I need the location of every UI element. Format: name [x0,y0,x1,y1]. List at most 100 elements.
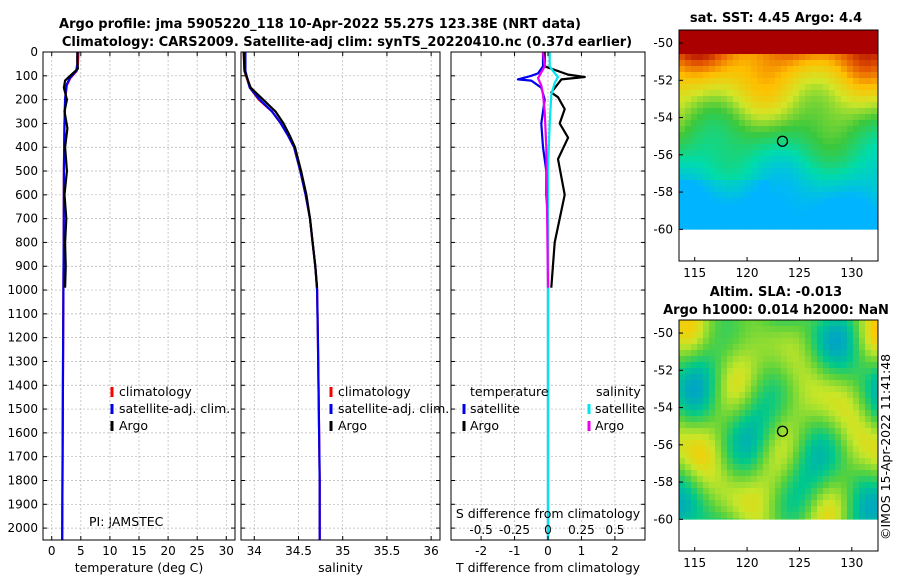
map-cell [703,108,710,115]
map-cell [805,470,812,477]
map-cell [865,42,872,49]
map-cell [757,150,764,157]
map-cell [793,150,800,157]
map-cell [823,500,830,507]
map-cell [715,90,722,97]
map-cell [787,500,794,507]
map-cell [823,174,830,181]
map-cell [691,518,698,520]
map-cell [847,392,854,399]
map-cell [853,482,860,489]
map-cell [835,36,842,43]
map-cell [841,228,848,230]
map-cell [829,90,836,97]
map-cell [829,410,836,417]
map-cell [841,150,848,157]
map-cell [829,434,836,441]
map-cell [775,350,782,357]
map-cell [799,404,806,411]
map-cell [679,428,686,435]
map-cell [781,204,788,211]
map-cell [751,42,758,49]
map-cell [781,518,788,520]
map-cell [697,132,704,139]
map-cell [787,416,794,423]
map-cell [727,464,734,471]
map-cell [787,168,794,175]
map-cell [817,204,824,211]
map-cell [829,482,836,489]
map-cell [691,374,698,381]
map-cell [739,36,746,43]
map-cell [691,210,698,217]
map-cell [871,482,878,489]
map-cell [841,422,848,429]
map-cell [751,72,758,79]
map-cell [859,192,866,199]
map-cell [817,120,824,127]
map-cell [775,500,782,507]
map-cell [721,216,728,223]
map-cell [829,446,836,453]
map-cell [739,482,746,489]
map-cell [745,386,752,393]
map-cell [841,222,848,229]
map-cell [685,222,692,229]
map-cell [751,186,758,193]
map-cell [769,192,776,199]
map-cell [691,180,698,187]
map-cell [751,488,758,495]
map-cell [811,392,818,399]
map-cell [757,108,764,115]
map-cell [859,434,866,441]
map-cell [865,78,872,85]
series-argo [242,51,319,288]
map-cell [757,476,764,483]
map-cell [721,332,728,339]
depth-tick-label: 1000 [7,283,38,297]
map-cell [805,144,812,151]
map-cell [871,362,878,369]
map-cell [769,132,776,139]
map-cell [703,66,710,73]
map-cell [685,132,692,139]
map-cell [739,392,746,399]
map-cell [751,54,758,61]
map-cell [769,60,776,67]
map-cell [733,416,740,423]
map-cell [817,162,824,169]
map-cell [709,66,716,73]
map-cell [787,398,794,405]
map-cell [853,186,860,193]
map-cell [793,186,800,193]
map-cell [697,144,704,151]
map-cell [691,488,698,495]
map-cell [709,476,716,483]
map-cell [709,458,716,465]
map-cell [757,162,764,169]
map-cell [739,458,746,465]
map-cell [691,494,698,501]
map-cell [859,228,866,230]
map-cell [811,60,818,67]
map-cell [871,222,878,229]
map-cell [829,332,836,339]
map-cell [727,174,734,181]
map-cell [805,216,812,223]
map-cell [751,470,758,477]
map-cell [799,440,806,447]
map-cell [793,506,800,513]
map-cell [769,362,776,369]
map-cell [847,362,854,369]
map-cell [709,464,716,471]
map-cell [835,186,842,193]
map-cell [763,386,770,393]
map-cell [859,464,866,471]
map-cell [751,494,758,501]
map-cell [769,332,776,339]
map-cell [763,186,770,193]
map-cell [703,204,710,211]
map-cell [721,48,728,55]
map-cell [715,72,722,79]
map-cell [727,356,734,363]
